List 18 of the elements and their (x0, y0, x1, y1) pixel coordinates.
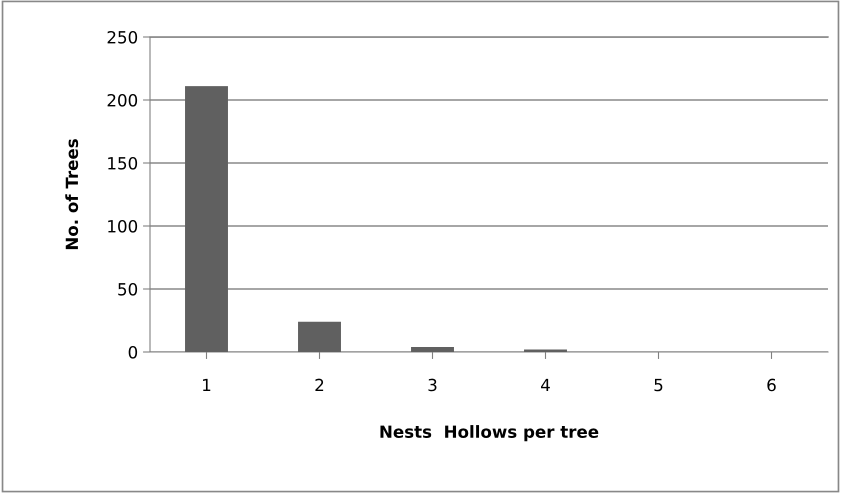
y-tick-label: 250 (108, 30, 138, 44)
y-tick-label: 0 (128, 346, 138, 359)
x-tick-label: 6 (767, 378, 776, 392)
x-tick-label: 2 (315, 378, 324, 392)
x-tick-label: 3 (428, 378, 436, 392)
x-tick-label: 5 (654, 378, 662, 392)
y-tick-label: 200 (108, 94, 138, 107)
y-axis-title: No. of Trees (65, 139, 78, 250)
bar (411, 346, 454, 352)
x-tick-label: 4 (541, 378, 550, 392)
bar (185, 86, 228, 352)
bar (298, 322, 341, 352)
x-tick-label: 1 (203, 378, 210, 392)
bar (524, 349, 567, 352)
y-tick-label: 50 (118, 282, 138, 296)
y-tick-label: 100 (108, 220, 138, 233)
y-tick-label: 150 (108, 156, 138, 170)
x-axis-title: Nests Hollows per tree (380, 425, 598, 442)
